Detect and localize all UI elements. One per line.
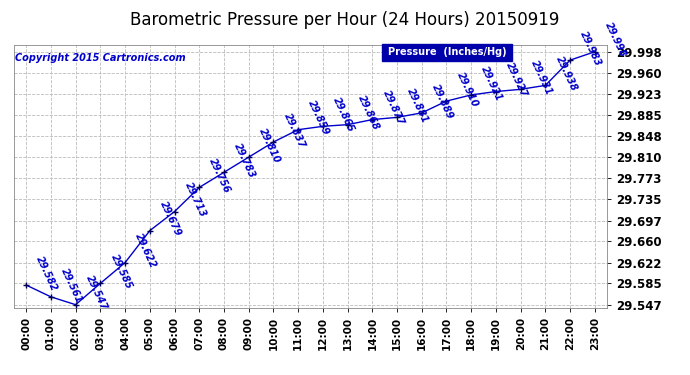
- Text: 29.713: 29.713: [183, 181, 208, 219]
- Text: 29.810: 29.810: [257, 126, 282, 165]
- Text: 29.547: 29.547: [84, 274, 109, 312]
- Text: Copyright 2015 Cartronics.com: Copyright 2015 Cartronics.com: [15, 53, 186, 63]
- Text: 29.679: 29.679: [158, 200, 183, 238]
- Text: 29.889: 29.889: [430, 82, 455, 120]
- Text: 29.910: 29.910: [455, 70, 480, 109]
- Text: 29.927: 29.927: [504, 61, 529, 99]
- Text: Barometric Pressure per Hour (24 Hours) 20150919: Barometric Pressure per Hour (24 Hours) …: [130, 11, 560, 29]
- Text: 29.582: 29.582: [34, 254, 59, 292]
- Text: 29.877: 29.877: [381, 89, 406, 127]
- Text: 29.783: 29.783: [233, 142, 257, 180]
- Text: 29.865: 29.865: [331, 96, 356, 134]
- Text: 29.998: 29.998: [603, 21, 628, 59]
- Text: 29.859: 29.859: [306, 99, 331, 137]
- Text: 29.837: 29.837: [282, 111, 306, 150]
- Bar: [382, 44, 512, 61]
- Text: 29.868: 29.868: [356, 94, 381, 132]
- Text: 29.561: 29.561: [59, 266, 84, 305]
- Text: 29.585: 29.585: [108, 253, 134, 291]
- Text: Pressure  (Inches/Hg): Pressure (Inches/Hg): [388, 47, 506, 57]
- Text: 29.938: 29.938: [553, 55, 579, 93]
- Text: 29.983: 29.983: [578, 30, 603, 68]
- Text: 29.756: 29.756: [208, 157, 233, 195]
- Text: 29.622: 29.622: [133, 232, 158, 270]
- Text: 29.921: 29.921: [480, 64, 504, 102]
- Text: 29.881: 29.881: [405, 87, 431, 125]
- Text: 29.931: 29.931: [529, 58, 554, 97]
